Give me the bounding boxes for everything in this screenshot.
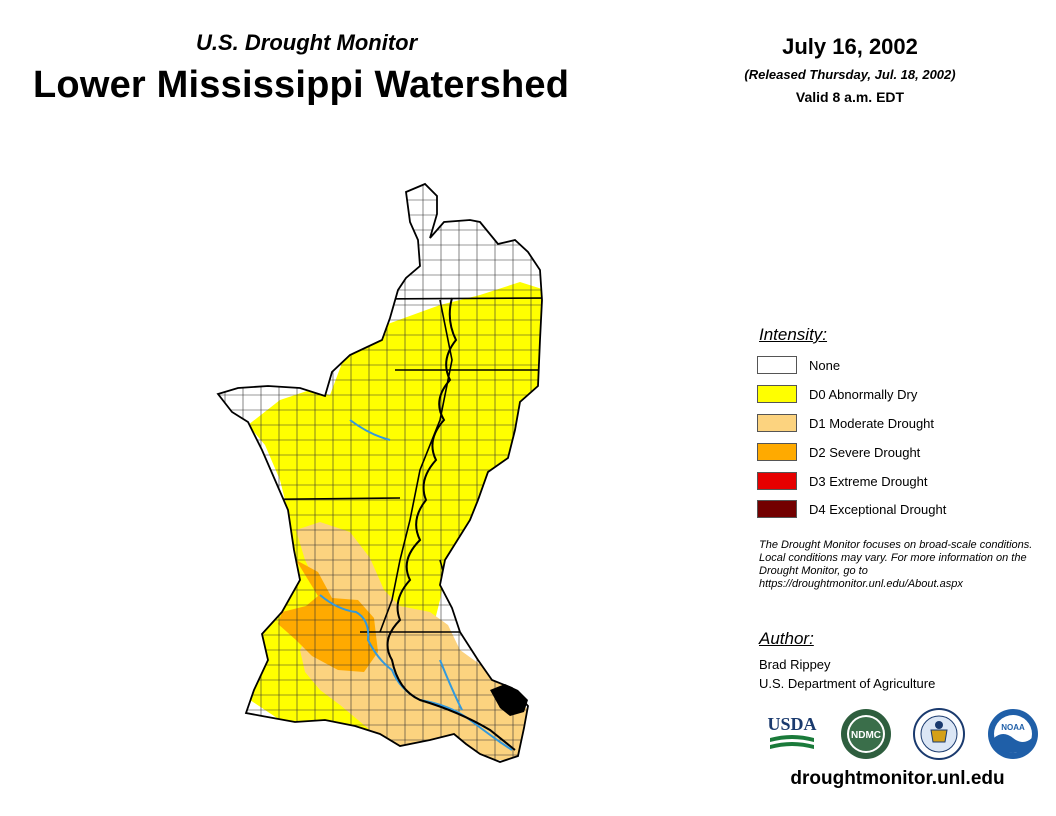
d2-region: [278, 560, 378, 672]
department-of-commerce-seal-icon: [913, 708, 965, 760]
drought-map: [216, 182, 543, 763]
author-organization: U.S. Department of Agriculture: [759, 676, 936, 691]
noaa-logo-text: NOAA: [1001, 723, 1025, 732]
legend-item-d3: D3 Extreme Drought: [757, 471, 928, 491]
legend-swatch: [757, 356, 797, 374]
legend-item-d1: D1 Moderate Drought: [757, 413, 934, 433]
mississippi-river: [386, 297, 516, 751]
legend-item-none: None: [757, 355, 840, 375]
author-heading: Author:: [759, 629, 814, 648]
map-title: Lower Mississippi Watershed: [33, 64, 570, 106]
usda-logo: USDA: [767, 714, 817, 749]
basin-outline: [216, 182, 543, 763]
noaa-logo: NOAA: [988, 709, 1038, 759]
legend-label: D1 Moderate Drought: [809, 415, 935, 431]
legend-label: D2 Severe Drought: [809, 444, 921, 460]
map-subtitle: U.S. Drought Monitor: [196, 30, 418, 55]
website-url[interactable]: droughtmonitor.unl.edu: [790, 768, 1005, 789]
map-date: July 16, 2002: [782, 34, 918, 59]
legend-swatch: [757, 385, 797, 403]
disclaimer-note: The Drought Monitor focuses on broad-sca…: [759, 539, 1033, 590]
valid-time: Valid 8 a.m. EDT: [795, 89, 905, 105]
author-name: Brad Rippey: [759, 657, 831, 672]
legend-item-d0: D0 Abnormally Dry: [757, 384, 917, 404]
legend-swatch: [757, 500, 797, 518]
legend-label: D4 Exceptional Drought: [809, 501, 947, 517]
legend-swatch: [757, 443, 797, 461]
legend-item-d4: D4 Exceptional Drought: [757, 499, 946, 519]
delta-fringe: [490, 684, 528, 716]
legend-label: D3 Extreme Drought: [809, 473, 928, 489]
legend-label: D0 Abnormally Dry: [809, 386, 918, 402]
ndmc-logo: NDMC: [841, 709, 891, 759]
d1-region: [296, 522, 528, 760]
ndmc-logo-text: NDMC: [851, 730, 881, 741]
legend-swatch: [757, 472, 797, 490]
legend-item-d2: D2 Severe Drought: [757, 442, 920, 462]
usda-logo-text: USDA: [767, 714, 816, 734]
release-date: (Released Thursday, Jul. 18, 2002): [744, 67, 956, 82]
legend-swatch: [757, 414, 797, 432]
legend-heading: Intensity:: [759, 325, 828, 344]
legend-label: None: [809, 357, 841, 373]
